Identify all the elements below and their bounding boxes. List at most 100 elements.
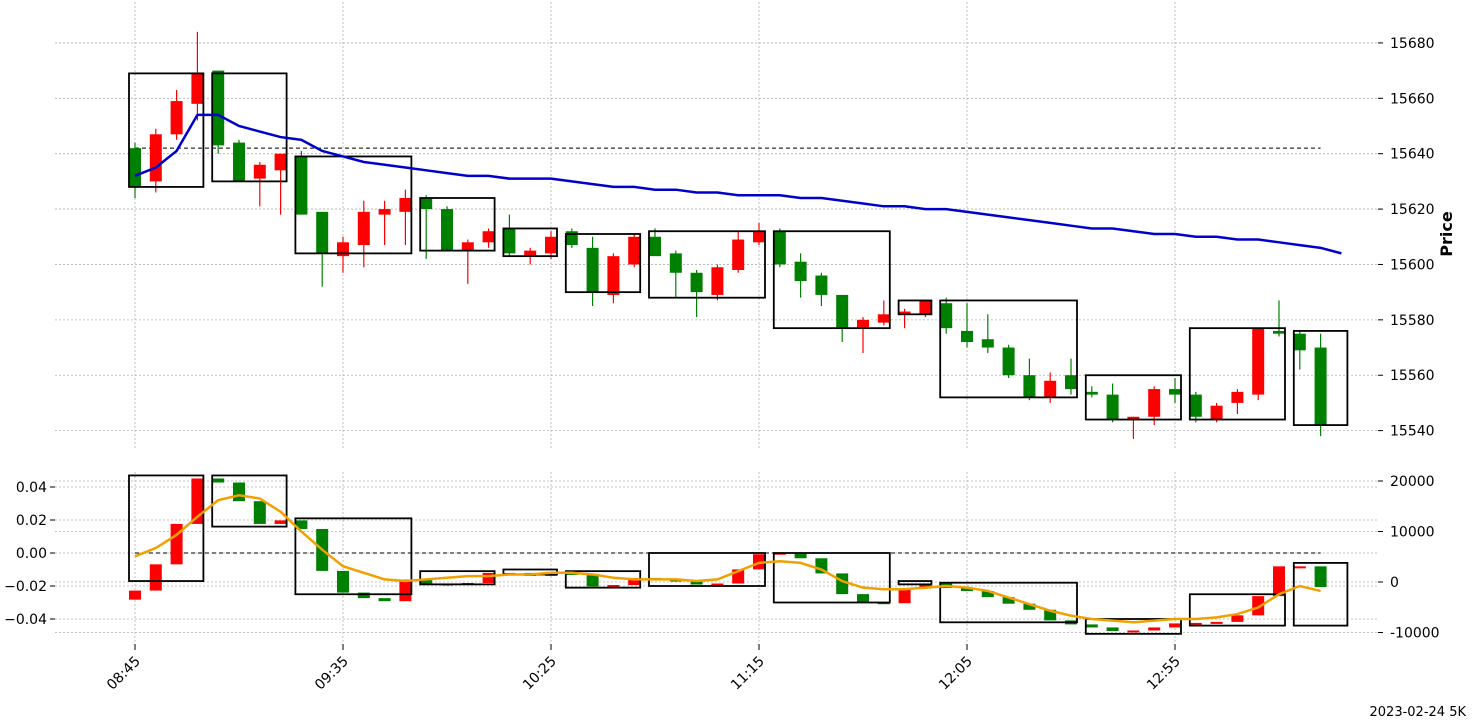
candle-body	[461, 242, 474, 251]
volume-tick-label: -10000	[1390, 626, 1440, 642]
price-range-box	[502, 227, 558, 258]
candle-body	[1044, 380, 1057, 398]
candle-body	[1106, 394, 1119, 420]
volume-bar	[149, 564, 162, 591]
candle-body	[295, 156, 308, 215]
volume-bar	[607, 585, 620, 588]
volume-bar	[836, 573, 849, 595]
reference-lines	[135, 147, 1321, 554]
volume-range-box	[939, 581, 1078, 624]
candle-body	[191, 73, 204, 104]
candle-body	[753, 231, 765, 243]
volume-range-box	[648, 552, 766, 587]
candle-body	[877, 314, 890, 323]
volume-range-box	[419, 570, 496, 586]
volume-tick-label: 10000	[1390, 525, 1435, 541]
candle-body	[129, 148, 141, 187]
candle-body	[649, 236, 661, 257]
price-tick-label: 15540	[1390, 424, 1435, 440]
volume-bar	[1002, 597, 1015, 604]
volume-range-box	[294, 517, 413, 596]
oscillator-line	[134, 493, 1321, 624]
volume-range-box	[211, 474, 288, 528]
volume-bar	[170, 523, 183, 565]
volume-bar	[482, 572, 495, 584]
candle-body	[316, 211, 329, 254]
volume-bar	[1252, 596, 1265, 616]
volume-tick-label: 0	[1390, 575, 1399, 591]
volume-bar	[1106, 627, 1119, 631]
candle-body	[149, 134, 162, 182]
price-range-box	[897, 299, 933, 316]
volume-bar	[1314, 566, 1327, 588]
price-tick-label: 15620	[1390, 202, 1435, 218]
volume-bar	[253, 501, 266, 524]
volume-bar	[1273, 566, 1285, 597]
volume-bar	[1044, 609, 1057, 621]
volume-tick-label: 20000	[1390, 474, 1435, 490]
x-tick-label: 12:55	[1144, 654, 1184, 694]
volume-range-box	[128, 474, 205, 582]
candle-body	[1273, 330, 1285, 334]
candle-body	[212, 70, 225, 146]
volume-bar	[378, 598, 391, 602]
candle-body	[898, 311, 911, 315]
volume-range-box	[1188, 593, 1286, 627]
candle-body	[711, 267, 724, 295]
x-tick-label: 12:05	[936, 654, 976, 694]
candle-body	[961, 330, 973, 342]
volume-bar	[898, 588, 911, 604]
candle-body	[919, 300, 932, 315]
x-tick-label: 10:25	[520, 654, 560, 694]
price-range-box	[772, 230, 891, 330]
candle-body	[274, 153, 287, 171]
moving-average-line	[134, 113, 1342, 255]
volume-bar	[1210, 621, 1223, 624]
x-tick-label: 11:15	[728, 654, 768, 694]
price-tick-label: 15560	[1390, 368, 1435, 384]
osc-tick-label: −0.04	[4, 612, 47, 628]
volume-bar	[191, 478, 204, 524]
footer-label: 2023-02-24 5K	[1370, 705, 1467, 720]
price-range-box	[294, 155, 413, 255]
candle-body	[815, 275, 828, 295]
volume-bar	[1189, 622, 1202, 625]
candle-body	[836, 294, 849, 329]
candle-body	[1252, 328, 1265, 395]
volume-range-box	[897, 580, 933, 586]
candle-body	[233, 142, 245, 182]
candle-body	[981, 339, 994, 348]
volume-bar	[274, 520, 287, 524]
candle-body	[669, 253, 682, 273]
osc-tick-label: −0.02	[4, 579, 47, 595]
volume-bar	[690, 581, 703, 585]
volume-bar	[857, 594, 869, 603]
price-range-box	[211, 72, 288, 183]
candle-body	[1231, 391, 1244, 403]
indicator-lines	[134, 113, 1342, 624]
volume-bar	[1231, 615, 1244, 622]
candle-body	[1293, 333, 1306, 351]
price-tick-label: 15660	[1390, 91, 1435, 107]
grid-lines	[55, 2, 1378, 644]
volume-bar	[794, 552, 807, 559]
candle-body	[1314, 347, 1327, 426]
price-range-box	[1084, 374, 1182, 421]
price-axis-label: Price	[1437, 211, 1456, 257]
candle-body	[773, 231, 786, 265]
volume-range-box	[772, 552, 891, 604]
volume-bar	[420, 579, 433, 584]
candle-body	[690, 272, 703, 293]
volume-bar	[711, 583, 724, 586]
price-range-box	[1292, 330, 1349, 426]
volume-bar	[628, 577, 641, 586]
candle-body	[940, 303, 953, 329]
volume-bars	[129, 478, 1327, 633]
price-range-box	[939, 299, 1078, 399]
volume-bar	[1023, 603, 1036, 610]
price-tick-label: 15600	[1390, 257, 1435, 273]
candle-body	[586, 247, 599, 293]
candle-body	[732, 239, 745, 270]
price-tick-label: 15680	[1390, 36, 1435, 52]
candle-body	[607, 256, 620, 295]
